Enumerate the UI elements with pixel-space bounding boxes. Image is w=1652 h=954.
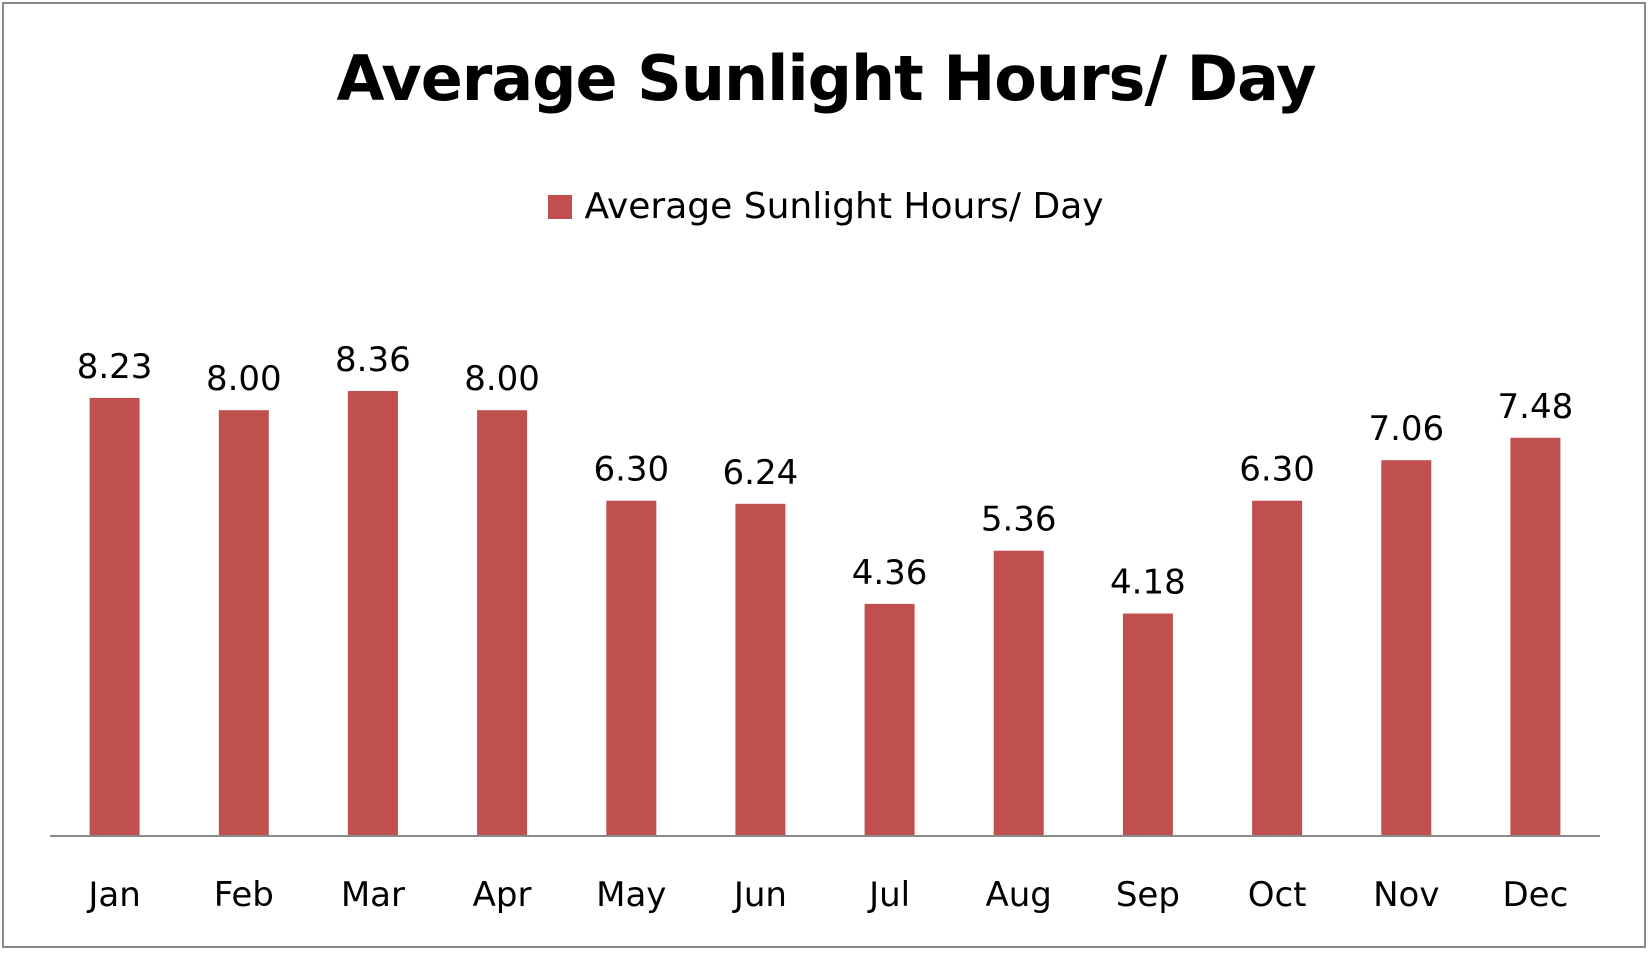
bar-oct (1252, 500, 1303, 836)
x-tick-label-jan: Jan (86, 875, 140, 915)
bar-jun (735, 503, 786, 836)
x-tick-label-may: May (596, 875, 666, 915)
legend-swatch (548, 194, 573, 219)
x-tick-label-mar: Mar (341, 875, 405, 915)
value-label-nov: 7.06 (1368, 409, 1444, 449)
legend-label: Average Sunlight Hours/ Day (584, 186, 1104, 227)
bar-jul (864, 603, 915, 836)
value-labels-layer: 8.23 8.00 8.36 8.00 6.30 6.24 4.36 5.36 4.18 6.30… (77, 340, 1574, 603)
value-label-dec: 7.48 (1498, 387, 1574, 427)
x-tick-label-sep: Sep (1116, 875, 1180, 915)
x-tick-label-apr: Apr (473, 875, 532, 915)
legend: Average Sunlight Hours/ Day (0, 186, 1652, 227)
value-label-aug: 5.36 (981, 500, 1057, 540)
value-label-mar: 8.36 (335, 340, 411, 380)
x-tick-label-oct: Oct (1248, 875, 1307, 915)
x-tick-label-aug: Aug (986, 875, 1052, 915)
bar-feb (218, 410, 269, 836)
chart-title: Average Sunlight Hours/ Day (336, 42, 1317, 115)
x-tick-label-jul: Jul (867, 875, 910, 915)
bar-dec (1510, 437, 1561, 836)
bar-nov (1381, 460, 1432, 836)
bar-aug (993, 550, 1044, 836)
bars-layer (89, 391, 1561, 836)
value-label-oct: 6.30 (1239, 450, 1315, 490)
x-tick-label-dec: Dec (1503, 875, 1569, 915)
value-label-may: 6.30 (593, 450, 669, 490)
x-tick-label-feb: Feb (214, 875, 274, 915)
value-label-jul: 4.36 (852, 553, 928, 593)
bar-sep (1122, 613, 1173, 836)
x-tick-label-nov: Nov (1373, 875, 1439, 915)
bar-jan (89, 397, 140, 836)
x-tick-labels-layer: Jan Feb Mar Apr May Jun Jul Aug Sep Oct Nov Dec (86, 875, 1568, 915)
value-label-jun: 6.24 (723, 453, 799, 493)
bar-apr (477, 410, 528, 836)
bar-may (606, 500, 657, 836)
value-label-sep: 4.18 (1110, 563, 1186, 603)
value-label-apr: 8.00 (464, 359, 540, 399)
x-tick-label-jun: Jun (732, 875, 787, 915)
bar-mar (347, 391, 398, 836)
value-label-jan: 8.23 (77, 347, 153, 387)
value-label-feb: 8.00 (206, 359, 282, 399)
